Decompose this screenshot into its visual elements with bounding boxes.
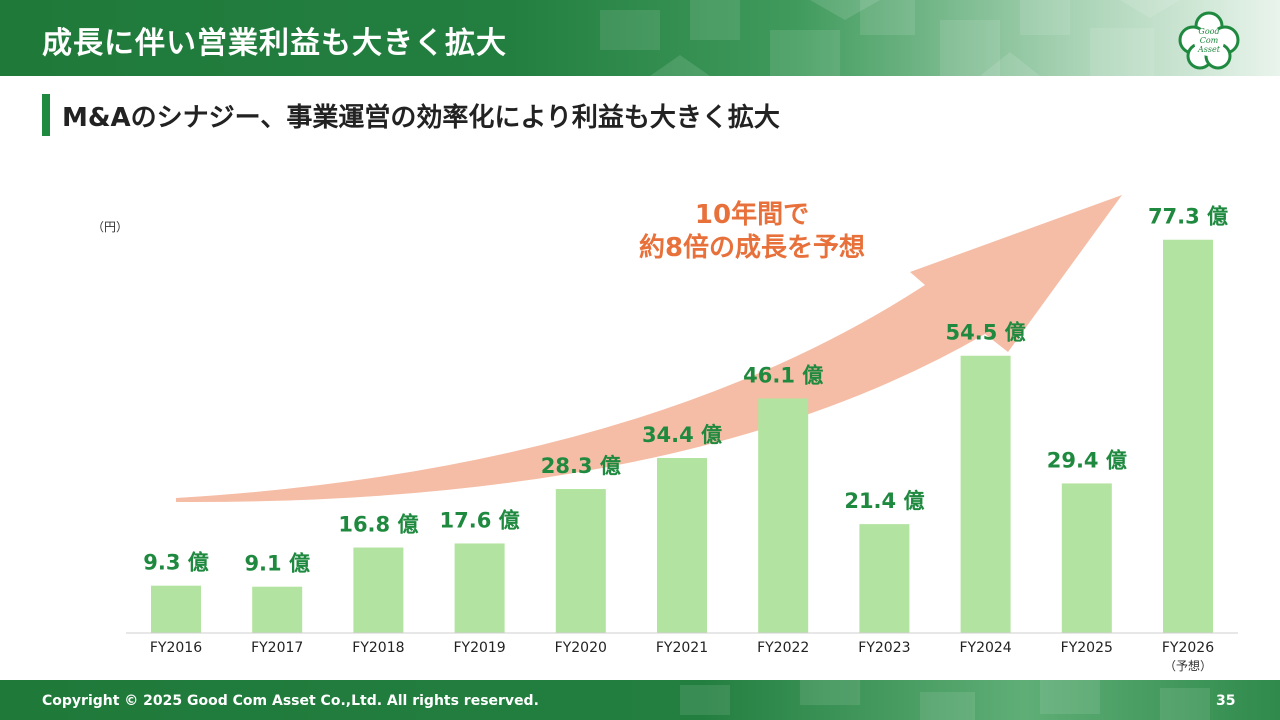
value-label-fy2018: 16.8 億 (338, 513, 418, 537)
subtitle-accent-bar (42, 94, 50, 136)
category-label-fy2019: FY2019 (453, 640, 505, 656)
logo-word-1: Good (1198, 27, 1219, 36)
value-label-fy2019: 17.6 億 (440, 508, 520, 532)
bar-fy2019 (454, 543, 505, 633)
category-label-fy2017: FY2017 (251, 640, 303, 656)
bar-fy2025 (1061, 483, 1112, 633)
bar-fy2021 (657, 457, 707, 633)
section-subtitle: M&Aのシナジー、事業運営の効率化により利益も大きく拡大 (62, 103, 780, 133)
value-label-fy2023: 21.4 億 (844, 489, 924, 513)
y-axis-unit-label: （円） (92, 220, 129, 234)
logo-word-2: Com (1200, 36, 1219, 45)
page-title: 成長に伴い営業利益も大きく拡大 (42, 26, 507, 61)
bar-fy2023 (859, 524, 910, 633)
value-label-fy2016: 9.3 億 (143, 551, 209, 575)
logo-word-3: Asset (1197, 45, 1221, 54)
value-label-fy2024: 54.5 億 (946, 321, 1026, 345)
category-label-fy2025: FY2025 (1061, 640, 1113, 656)
category-label-fy2018: FY2018 (352, 640, 404, 656)
category-label-fy2026: FY2026 (1162, 640, 1214, 656)
footer-cube-pattern-decoration (680, 680, 1210, 720)
bar-fy2026 (1163, 239, 1213, 633)
bar-fy2017 (252, 586, 303, 633)
growth-arrow-text-line-2: 約8倍の成長を予想 (639, 232, 865, 263)
company-logo: Good Com Asset (1178, 11, 1240, 70)
bar-fy2020 (555, 489, 606, 633)
bar-series: 9.3 億 FY2016 9.1 億 FY2017 16.8 億 FY2018 17.6 億… (143, 205, 1228, 673)
copyright-text: Copyright © 2025 Good Com Asset Co.,Ltd.… (42, 693, 539, 709)
category-label-fy2023: FY2023 (858, 640, 910, 656)
category-label-fy2021: FY2021 (656, 640, 708, 656)
header-bar: 成長に伴い営業利益も大きく拡大 Good Com Asset (0, 0, 1280, 76)
bar-fy2016 (151, 585, 201, 633)
growth-arrow (176, 195, 1122, 503)
bar-fy2024 (960, 355, 1011, 633)
category-label-fy2016: FY2016 (150, 640, 202, 656)
category-label-fy2022: FY2022 (757, 640, 809, 656)
bar-fy2022 (758, 398, 809, 633)
growth-arrow-text-line-1: 10年間で (695, 199, 809, 230)
value-label-fy2026: 77.3 億 (1148, 205, 1228, 229)
value-label-fy2022: 46.1 億 (743, 363, 823, 387)
value-label-fy2017: 9.1 億 (244, 552, 310, 576)
page-number: 35 (1216, 693, 1236, 709)
category-note-fy2026: （予想） (1164, 658, 1212, 673)
cube-pattern-decoration (600, 0, 1180, 76)
operating-profit-bar-chart: 10年間で 約8倍の成長を予想 9.3 億 FY2016 9.1 億 FY2017 16… (126, 195, 1238, 673)
category-label-fy2020: FY2020 (555, 640, 607, 656)
footer-bar: Copyright © 2025 Good Com Asset Co.,Ltd.… (0, 680, 1280, 720)
category-label-fy2024: FY2024 (959, 640, 1011, 656)
value-label-fy2025: 29.4 億 (1047, 448, 1127, 472)
bar-fy2018 (353, 547, 404, 633)
value-label-fy2020: 28.3 億 (541, 454, 621, 478)
value-label-fy2021: 34.4 億 (642, 423, 722, 447)
